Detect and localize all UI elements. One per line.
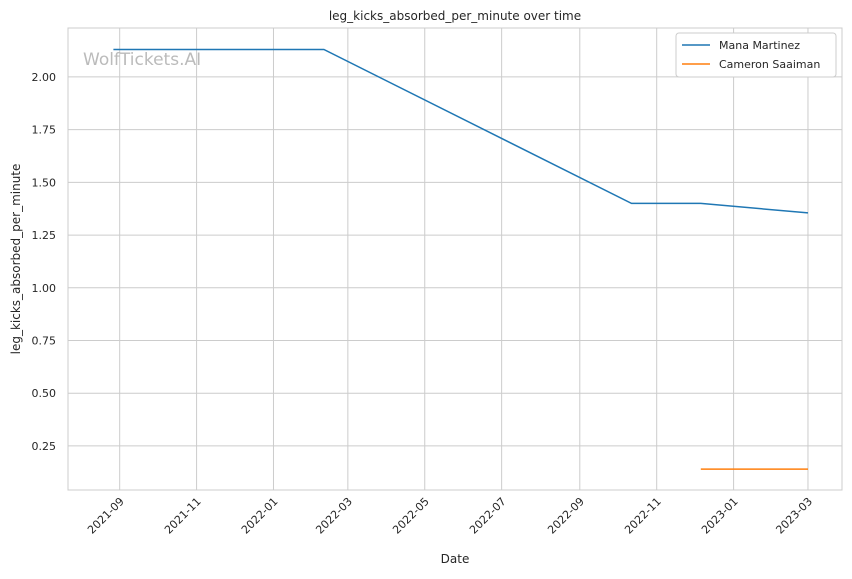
x-tick-label: 2022-11 [622,495,664,537]
y-tick-label: 1.00 [32,282,57,295]
x-tick-label: 2022-01 [239,495,281,537]
y-tick-label: 0.75 [32,334,57,347]
x-tick-label: 2022-09 [545,495,587,537]
y-tick-label: 0.50 [32,387,57,400]
y-tick-label: 0.25 [32,440,57,453]
x-tick-label: 2021-09 [85,495,127,537]
x-tick-label: 2021-11 [162,495,204,537]
legend: Mana Martinez Cameron Saaiman [675,32,837,78]
x-tick-label: 2022-03 [313,495,355,537]
x-tick-label: 2023-03 [773,495,815,537]
y-axis-label: leg_kicks_absorbed_per_minute [9,164,23,355]
legend-box [675,32,837,78]
watermark: WolfTickets.AI [83,50,201,70]
legend-label-mana-martinez: Mana Martinez [719,39,800,52]
y-tick-label: 1.50 [32,176,57,189]
y-tick-label: 1.75 [32,124,57,137]
plot-frame [67,27,843,491]
series-line-mana-martinez [113,48,809,214]
y-tick-label: 1.25 [32,229,57,242]
x-axis-label: Date [441,552,470,566]
y-tick-label: 2.00 [32,71,57,84]
chart-title: leg_kicks_absorbed_per_minute over time [329,9,581,23]
x-tick-label: 2022-07 [467,495,509,537]
x-tick-label: 2023-01 [699,495,741,537]
x-tick-label: 2022-05 [390,495,432,537]
legend-label-cameron-saaiman: Cameron Saaiman [719,58,820,71]
